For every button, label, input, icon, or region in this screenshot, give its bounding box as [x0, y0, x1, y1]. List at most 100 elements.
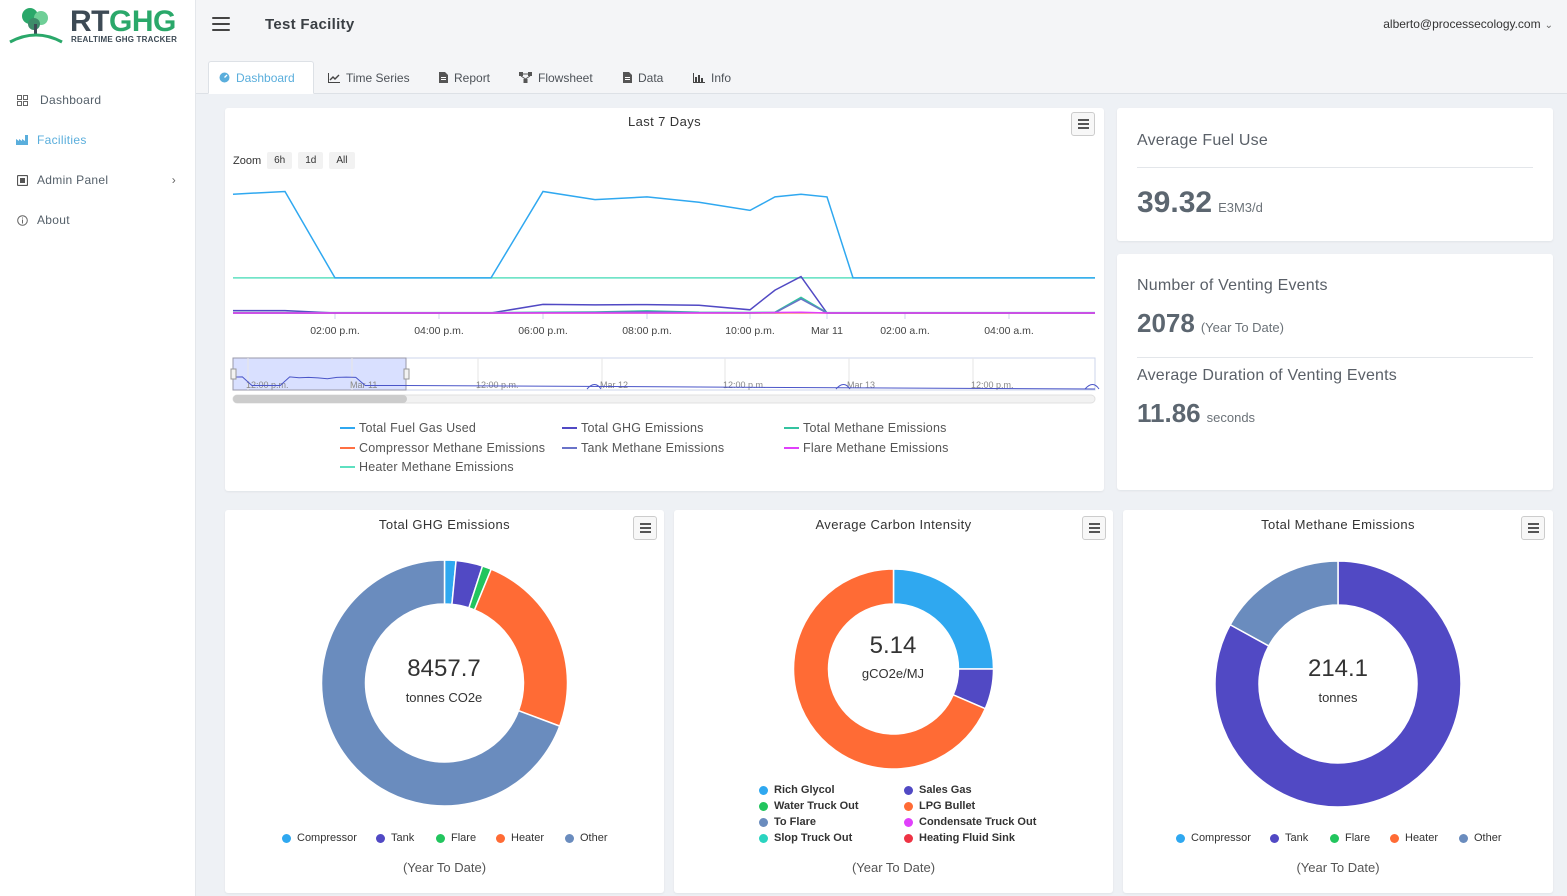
sidebar-item-dashboard[interactable]: Dashboard	[0, 80, 196, 120]
series-line-total-ghg-emissions[interactable]	[233, 275, 1095, 314]
legend-condensate-truck-out[interactable]: Condensate Truck Out	[904, 816, 1036, 828]
legend-to-flare[interactable]: To Flare	[759, 816, 816, 828]
sidebar: RTGHG REALTIME GHG TRACKER Dashboard Fac…	[0, 0, 196, 896]
legend-label: Flare	[1345, 832, 1371, 844]
navigator-handle-right[interactable]	[403, 368, 410, 380]
legend-dot	[759, 785, 768, 795]
sidebar-item-label: Facilities	[37, 133, 87, 147]
legend-dot	[1176, 833, 1185, 843]
tab-label: Info	[711, 70, 732, 85]
legend-compressor[interactable]: Compressor	[1176, 832, 1251, 844]
chevron-right-icon: ›	[171, 173, 176, 187]
tab-info[interactable]: Info	[683, 61, 741, 94]
legend-compressor-methane[interactable]: Compressor Methane Emissions	[340, 441, 545, 455]
legend-label: Compressor	[297, 832, 357, 844]
tab-time-series[interactable]: Time Series	[318, 61, 420, 94]
chart-title: Last 7 Days	[627, 114, 702, 129]
legend-total-fuel-gas[interactable]: Total Fuel Gas Used	[340, 421, 476, 435]
legend-compressor[interactable]: Compressor	[282, 832, 357, 844]
timeseries-chart[interactable]: 02:00 p.m. 04:00 p.m. 06:00 p.m. 08:00 p.m.…	[225, 108, 1104, 408]
series-line-total-fuel-gas-used[interactable]	[232, 190, 1095, 279]
legend-label: Total Methane Emissions	[803, 421, 947, 435]
x-tick-label: 08:00 p.m.	[622, 325, 672, 337]
zoom-controls: Zoom 6h 1d All	[233, 152, 355, 169]
legend-heater[interactable]: Heater	[496, 832, 544, 844]
slice-other[interactable]	[320, 559, 561, 807]
venting-duration-value: 11.86 seconds	[1137, 398, 1255, 429]
navigator-frame[interactable]	[232, 357, 1096, 391]
sidebar-item-admin-panel[interactable]: Admin Panel ›	[0, 160, 196, 200]
factory-icon	[16, 134, 28, 146]
legend-tank[interactable]: Tank	[376, 832, 414, 844]
tab-report[interactable]: Report	[429, 61, 500, 94]
legend-flare-methane[interactable]: Flare Methane Emissions	[784, 441, 949, 455]
sidebar-item-about[interactable]: About	[0, 200, 196, 240]
chart-menu-button[interactable]	[1521, 516, 1545, 540]
top-bar: Test Facility alberto@processecology.com…	[196, 0, 1567, 52]
legend-tank[interactable]: Tank	[1270, 832, 1308, 844]
user-email: alberto@processecology.com	[1383, 17, 1541, 31]
tab-data[interactable]: Data	[613, 61, 673, 94]
series-line-flare-methane-emissions[interactable]	[233, 311, 1095, 314]
tab-dashboard[interactable]: Dashboard	[208, 61, 314, 94]
zoom-1d-button[interactable]: 1d	[298, 152, 324, 169]
legend-swatch	[562, 427, 577, 429]
navigator-handle-left[interactable]	[230, 368, 237, 380]
menu-toggle-icon[interactable]	[212, 17, 230, 31]
legend-tank-methane[interactable]: Tank Methane Emissions	[562, 441, 724, 455]
chart-menu-button[interactable]	[1071, 112, 1095, 136]
carbon-intensity-donut-chart[interactable]	[674, 540, 1113, 800]
slice-lpg-bullet[interactable]	[792, 568, 987, 770]
legend-dot	[1270, 833, 1279, 843]
legend-rich-glycol[interactable]: Rich Glycol	[759, 784, 835, 796]
tab-flowsheet[interactable]: Flowsheet	[509, 61, 603, 94]
flowsheet-icon	[519, 72, 532, 83]
legend-total-methane[interactable]: Total Methane Emissions	[784, 421, 947, 435]
legend-other[interactable]: Other	[565, 832, 608, 844]
legend-label: Tank	[391, 832, 415, 844]
ghg-donut-chart[interactable]	[225, 540, 664, 840]
legend-label: Compressor Methane Emissions	[359, 441, 546, 455]
slice-other[interactable]	[1229, 560, 1339, 647]
divider	[1137, 357, 1533, 358]
legend-slop-truck-out[interactable]: Slop Truck Out	[759, 832, 852, 844]
navigator-label: 12:00 p.m.	[971, 380, 1014, 390]
timeseries-card: Last 7 Days Zoom 6h 1d All 02:00 p.m. 04:…	[225, 108, 1104, 491]
stat-unit: seconds	[1206, 410, 1256, 425]
user-menu[interactable]: alberto@processecology.com ⌄	[1383, 17, 1553, 31]
gauge-icon	[219, 72, 230, 83]
legend-heating-fluid-sink[interactable]: Heating Fluid Sink	[904, 832, 1015, 844]
venting-count-value: 2078 (Year To Date)	[1137, 308, 1284, 339]
legend-heater-methane[interactable]: Heater Methane Emissions	[340, 460, 514, 474]
zoom-6h-button[interactable]: 6h	[267, 152, 293, 169]
brand-logo[interactable]: RTGHG REALTIME GHG TRACKER	[8, 6, 188, 46]
legend-dot	[759, 801, 768, 811]
navigator-scrollbar-thumb[interactable]	[233, 395, 407, 403]
chart-menu-button[interactable]	[1082, 516, 1106, 540]
legend-other[interactable]: Other	[1459, 832, 1502, 844]
navigator-label: Mar 11	[350, 380, 377, 390]
legend-total-ghg[interactable]: Total GHG Emissions	[562, 421, 704, 435]
legend-swatch	[340, 466, 355, 468]
x-tick-label: 04:00 a.m.	[984, 325, 1034, 337]
zoom-all-button[interactable]: All	[329, 152, 355, 169]
legend-lpg-bullet[interactable]: LPG Bullet	[904, 800, 975, 812]
legend-flare[interactable]: Flare	[1330, 832, 1370, 844]
legend-sales-gas[interactable]: Sales Gas	[904, 784, 972, 796]
legend-flare[interactable]: Flare	[436, 832, 476, 844]
legend-label: Total Fuel Gas Used	[359, 421, 477, 435]
ghg-donut-card: Total GHG Emissions 8457.7 tonnes CO2e C…	[225, 510, 664, 893]
slice-tank[interactable]	[1214, 560, 1462, 808]
sidebar-item-label: Dashboard	[40, 93, 102, 107]
methane-donut-chart[interactable]	[1123, 540, 1553, 840]
sidebar-item-facilities[interactable]: Facilities	[0, 120, 196, 160]
legend-heater[interactable]: Heater	[1390, 832, 1438, 844]
chart-menu-button[interactable]	[633, 516, 657, 540]
legend-swatch	[784, 447, 799, 449]
stat-number: 11.86	[1137, 398, 1201, 428]
donut-center-value: 214.1	[1307, 655, 1369, 682]
tree-logo-icon	[9, 8, 63, 44]
chart-title: Total GHG Emissions	[378, 517, 511, 532]
donut-center-value: 5.14	[869, 632, 917, 659]
legend-water-truck-out[interactable]: Water Truck Out	[759, 800, 859, 812]
